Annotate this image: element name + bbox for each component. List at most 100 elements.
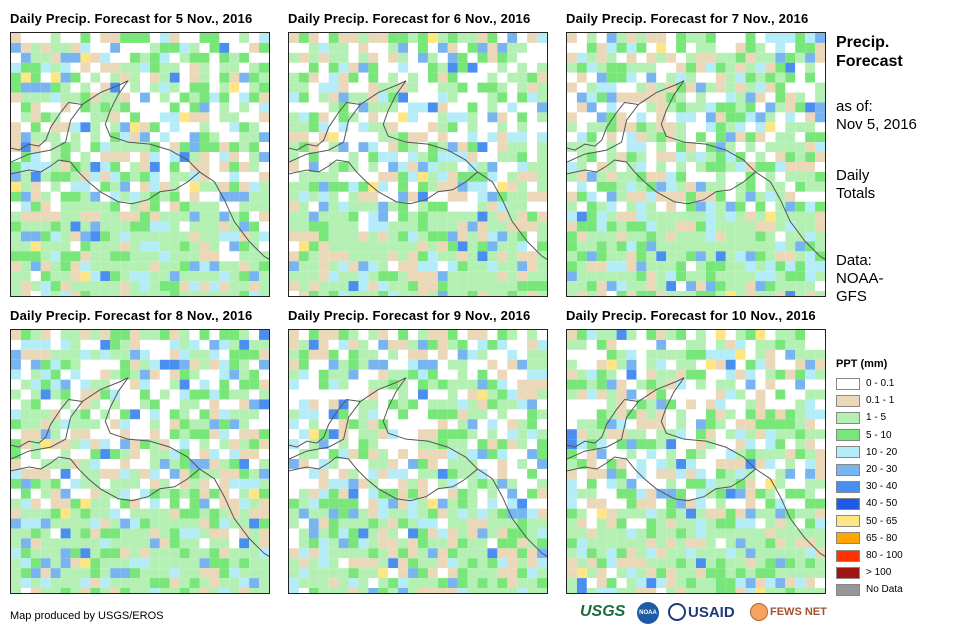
precip-cell [358, 468, 369, 479]
precip-cell [70, 330, 81, 340]
precip-cell [785, 33, 796, 43]
precip-cell [745, 112, 756, 123]
precip-cell [467, 379, 478, 390]
precip-cell [715, 261, 726, 272]
precip-cell [477, 588, 488, 593]
precip-cell [60, 92, 71, 103]
precip-cell [408, 112, 418, 123]
precip-cell [666, 251, 677, 262]
precip-cell [497, 211, 508, 222]
precip-cell [537, 409, 547, 420]
precip-cell [576, 439, 587, 450]
precip-cell [626, 132, 637, 143]
precip-cell [298, 162, 309, 172]
precip-cell [219, 211, 230, 222]
precip-cell [805, 82, 816, 93]
precip-cell [745, 142, 756, 153]
precip-cell [606, 261, 617, 272]
precip-cell [120, 132, 131, 143]
precip-cell [11, 82, 21, 93]
precip-cell [70, 399, 81, 410]
precip-cell [149, 201, 160, 212]
precip-cell [140, 112, 150, 123]
precip-cell [40, 439, 51, 450]
precip-cell [408, 399, 418, 410]
precip-cell [666, 112, 677, 123]
precip-cell [666, 181, 677, 192]
precip-cell [487, 281, 498, 292]
precip-cell [467, 528, 478, 539]
precip-cell [576, 221, 587, 232]
precip-cell [308, 399, 319, 410]
precip-cell [666, 429, 677, 440]
precip-cell [249, 221, 260, 232]
precip-cell [189, 399, 200, 410]
precip-cell [249, 152, 260, 163]
precip-cell [676, 251, 687, 262]
precip-cell [70, 221, 81, 232]
precip-cell [60, 231, 71, 242]
precip-cell [567, 578, 577, 589]
precip-cell [159, 399, 170, 410]
precip-cell [497, 181, 508, 192]
precip-cell [537, 439, 547, 450]
precip-cell [388, 241, 399, 252]
precip-cell [30, 92, 41, 103]
precip-cell [219, 330, 230, 340]
precip-cell [705, 389, 716, 400]
sidebar-title-line1: Precip. [836, 34, 890, 51]
precip-cell [388, 132, 399, 143]
precip-cell [457, 251, 468, 262]
precip-cell [120, 72, 131, 83]
precip-cell [199, 241, 210, 252]
precip-cell [676, 498, 687, 509]
precip-cell [795, 498, 806, 509]
precip-cell [348, 488, 359, 499]
precip-cell [368, 330, 379, 340]
precip-cell [30, 281, 41, 292]
precip-cell [765, 468, 776, 479]
precip-cell [427, 488, 438, 499]
precip-cell [318, 330, 329, 340]
precip-cell [358, 528, 369, 539]
precip-cell [537, 399, 547, 410]
precip-cell [398, 221, 409, 232]
precip-cell [656, 261, 667, 272]
precip-cell [229, 152, 240, 163]
precip-cell [785, 419, 796, 430]
precip-cell [596, 251, 607, 262]
precip-cell [616, 211, 627, 222]
precip-cell [159, 132, 170, 143]
precip-cell [140, 399, 150, 410]
precip-cell [189, 359, 200, 370]
precip-cell [358, 379, 369, 390]
precip-cell [815, 568, 825, 579]
precip-cell [80, 142, 91, 153]
precip-cell [725, 449, 736, 460]
precip-cell [199, 359, 210, 370]
precip-cell [666, 409, 677, 420]
precip-cell [795, 72, 806, 83]
precip-cell [20, 251, 31, 262]
precip-cell [765, 548, 776, 559]
precip-cell [646, 518, 657, 529]
precip-cell [815, 92, 825, 103]
precip-cell [626, 191, 637, 202]
precip-cell [656, 588, 667, 593]
precip-cell [338, 122, 349, 133]
precip-cell [388, 251, 399, 262]
precip-cell [507, 330, 518, 340]
precip-cell [656, 152, 667, 163]
precip-cell [616, 518, 627, 529]
precip-cell [477, 251, 488, 262]
precip-cell [30, 369, 41, 380]
precip-cell [765, 221, 776, 232]
precip-cell [616, 122, 627, 133]
precip-cell [60, 82, 71, 93]
precip-cell [457, 132, 468, 143]
precip-cell [90, 142, 101, 153]
precip-cell [527, 548, 538, 559]
precip-cell [636, 33, 647, 43]
precip-cell [507, 518, 518, 529]
precip-cell [785, 578, 796, 589]
